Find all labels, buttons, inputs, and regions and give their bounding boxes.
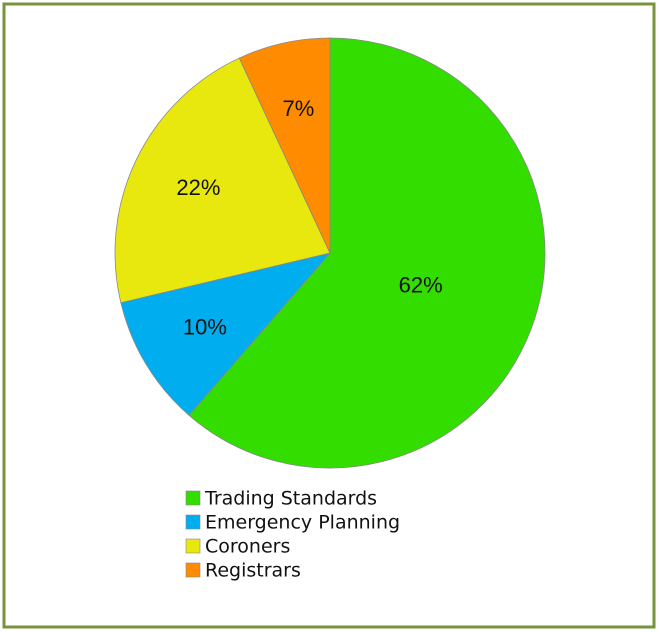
legend-swatch [185,490,201,506]
data-label: 7% [283,96,315,121]
data-label: 10% [183,315,227,340]
legend-swatch [185,514,201,530]
legend-swatch [185,562,201,578]
legend-label: Trading Standards [204,488,377,510]
legend-label: Coroners [205,536,290,558]
legend-swatch [185,538,201,554]
pie-slice [114,57,331,304]
pie-slice [188,37,546,469]
data-label: 62% [399,273,443,298]
legend-label: Emergency Planning [205,512,400,534]
data-label: 22% [176,175,220,200]
legend-label: Registrars [205,560,301,582]
pie-slice [238,37,331,254]
pie-slice [120,252,332,416]
